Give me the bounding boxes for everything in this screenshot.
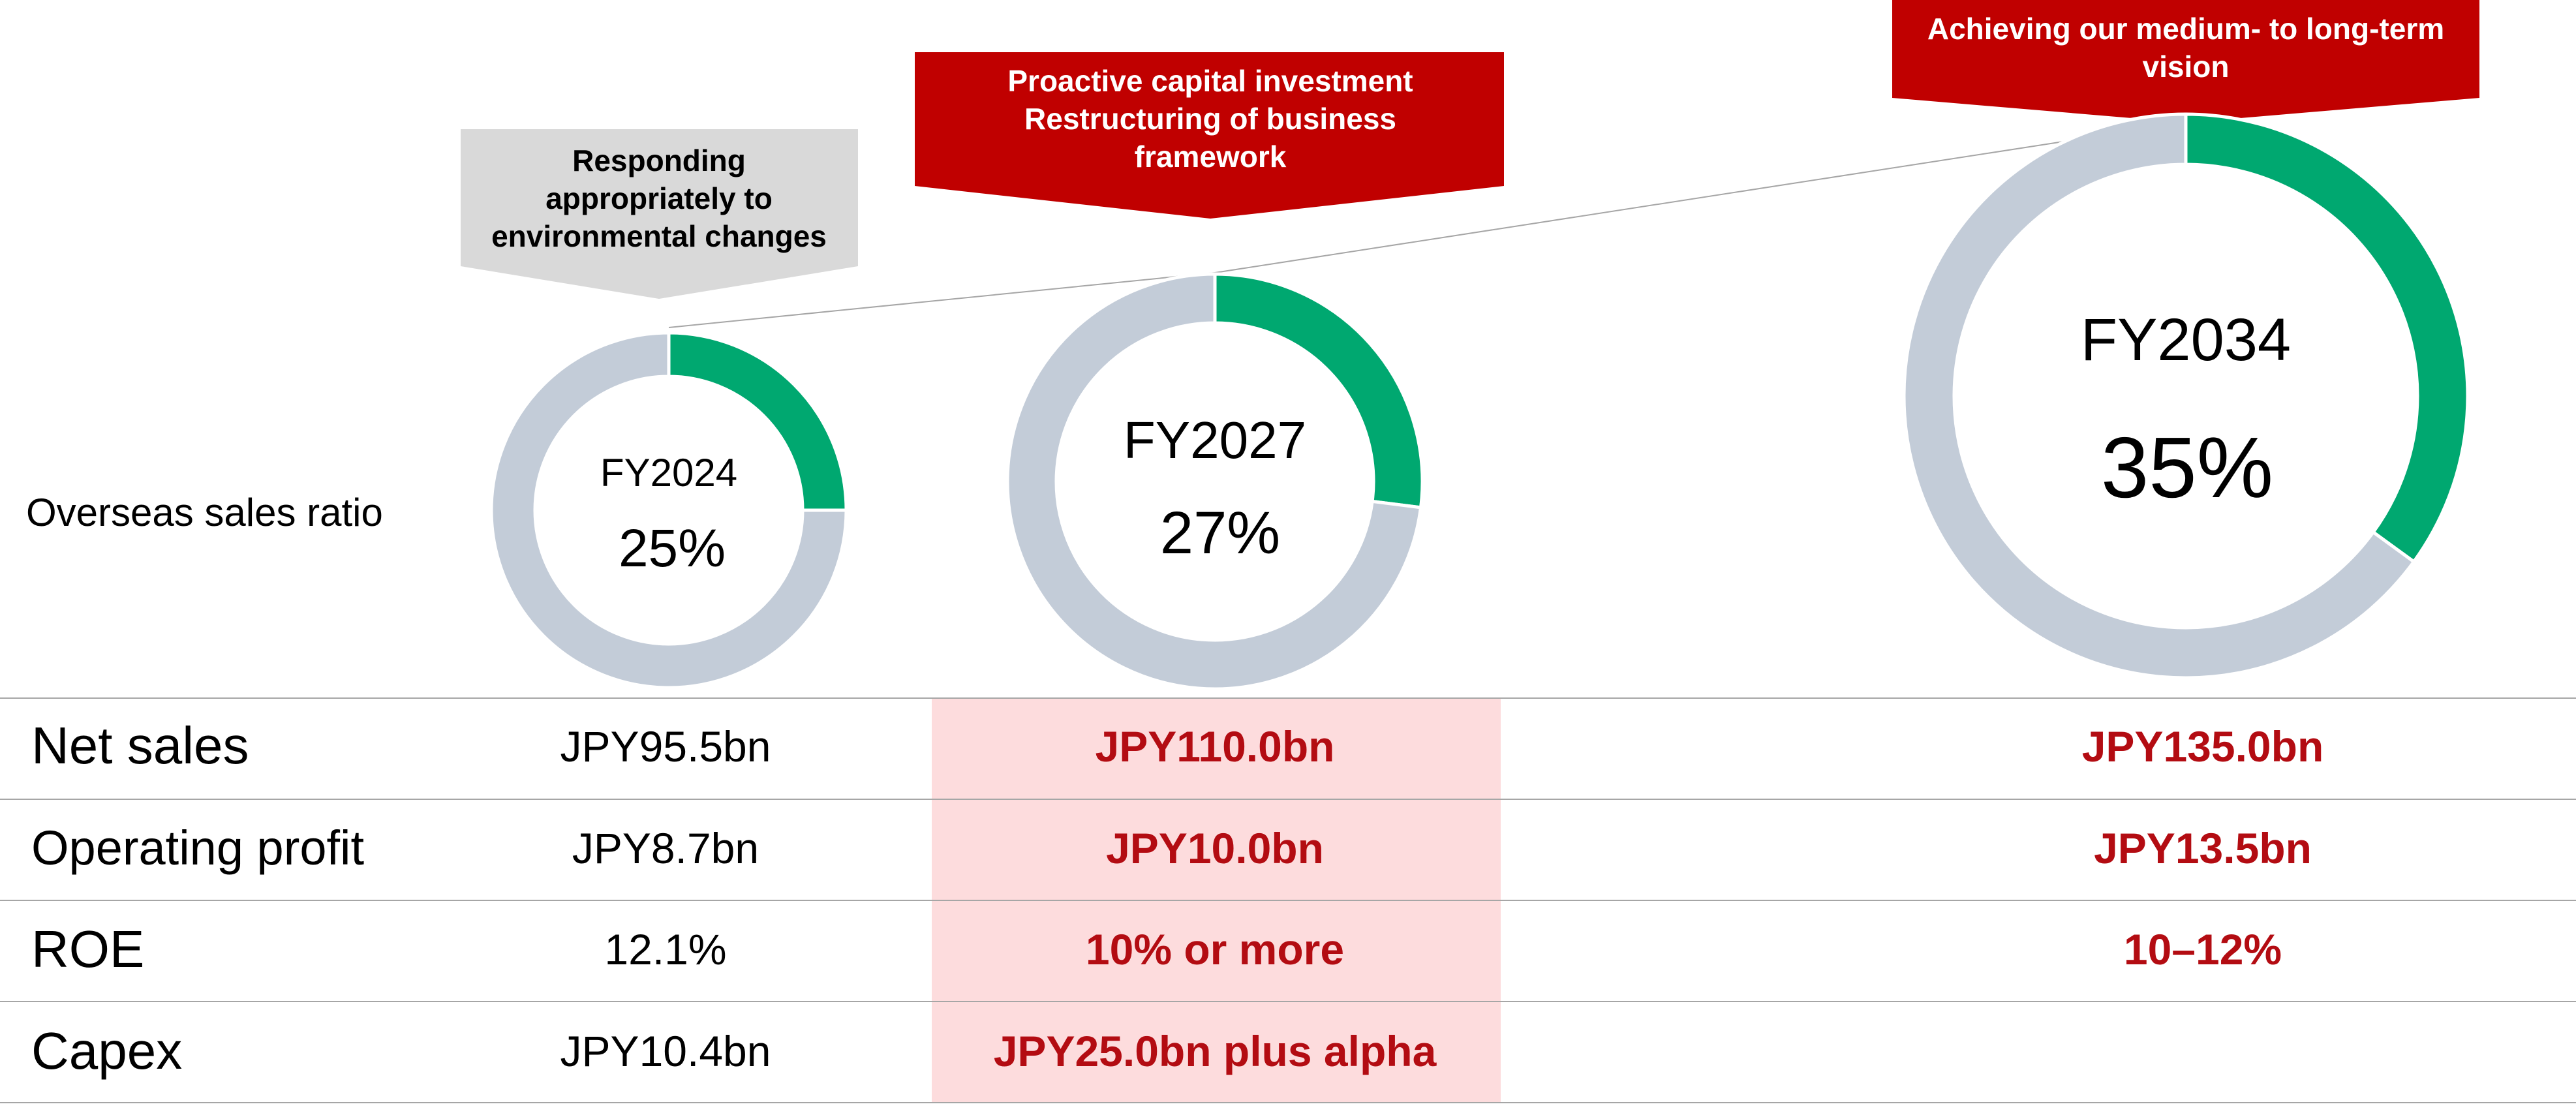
domestic-segment-FY2027: [1005, 272, 1423, 691]
cell-roe-fy2024: 12.1%: [604, 925, 726, 973]
cell-net-sales-fy2034: JPY135.0bn: [2082, 722, 2324, 771]
banner-fy2024-shape: [461, 129, 858, 299]
doughnut-fy2024-value: 25%: [619, 519, 726, 578]
banner-fy2034-line-1: Achieving our medium- to long-term: [1927, 12, 2444, 46]
doughnut-fy2034: FY2034 35%: [1902, 112, 2470, 680]
doughnut-fy2034-value: 35%: [2101, 420, 2273, 515]
doughnut-fy2024: FY2024 25%: [489, 331, 848, 690]
overseas-sales-ratio-label: Overseas sales ratio: [26, 491, 383, 534]
cell-roe-fy2034: 10–12%: [2124, 925, 2282, 973]
domestic-segment-FY2024: [489, 331, 848, 690]
table-row: ROE 12.1% 10% or more 10–12%: [31, 920, 2282, 978]
banner-fy2027-line-2: Restructuring of business: [1024, 102, 1396, 136]
cell-capex-fy2027: JPY25.0bn plus alpha: [994, 1027, 1437, 1075]
overseas-segment-FY2027: [1213, 272, 1424, 510]
banner-fy2027-line-3: framework: [1135, 140, 1287, 174]
table-row: Operating profit JPY8.7bn JPY10.0bn JPY1…: [31, 821, 2312, 875]
cell-net-sales-fy2024: JPY95.5bn: [560, 722, 771, 771]
cell-capex-fy2024: JPY10.4bn: [560, 1027, 771, 1075]
domestic-segment-FY2034: [1902, 112, 2416, 680]
cell-roe-fy2027: 10% or more: [1086, 925, 1344, 973]
row-label-net-sales: Net sales: [31, 716, 249, 774]
banner-fy2027: Proactive capital investment Restructuri…: [915, 52, 1504, 219]
row-label-capex: Capex: [31, 1022, 182, 1080]
row-label-roe: ROE: [31, 920, 144, 978]
doughnut-fy2027: FY2027 27%: [1005, 272, 1424, 691]
cell-operating-profit-fy2027: JPY10.0bn: [1106, 824, 1324, 872]
doughnut-fy2027-value: 27%: [1160, 500, 1280, 566]
banner-fy2027-line-1: Proactive capital investment: [1007, 64, 1413, 98]
banner-fy2024: Responding appropriately to environmenta…: [461, 129, 858, 299]
row-label-operating-profit: Operating profit: [31, 821, 364, 875]
cell-operating-profit-fy2024: JPY8.7bn: [572, 824, 759, 872]
table-row: Net sales JPY95.5bn JPY110.0bn JPY135.0b…: [31, 716, 2323, 774]
doughnut-fy2027-year: FY2027: [1124, 411, 1306, 469]
table-row: Capex JPY10.4bn JPY25.0bn plus alpha: [31, 1022, 1437, 1080]
cell-operating-profit-fy2034: JPY13.5bn: [2094, 824, 2312, 872]
overseas-segment-FY2034: [2184, 112, 2470, 564]
overseas-segment-FY2024: [667, 331, 848, 512]
banner-fy2024-line-1: Responding: [572, 144, 746, 177]
doughnut-fy2034-year: FY2034: [2081, 307, 2291, 373]
banner-fy2034-line-2: vision: [2143, 50, 2230, 84]
banner-fy2034-shape: [1892, 0, 2479, 123]
growth-connector-lines: [668, 122, 2186, 328]
banner-fy2027-shape: [915, 52, 1504, 219]
cell-net-sales-fy2027: JPY110.0bn: [1096, 722, 1335, 771]
table-rules: [0, 697, 2576, 1103]
banner-fy2034: Achieving our medium- to long-term visio…: [1892, 0, 2479, 123]
doughnut-fy2024-year: FY2024: [600, 451, 737, 495]
banner-fy2024-line-3: environmental changes: [491, 219, 827, 253]
banner-fy2024-line-2: appropriately to: [545, 181, 773, 215]
